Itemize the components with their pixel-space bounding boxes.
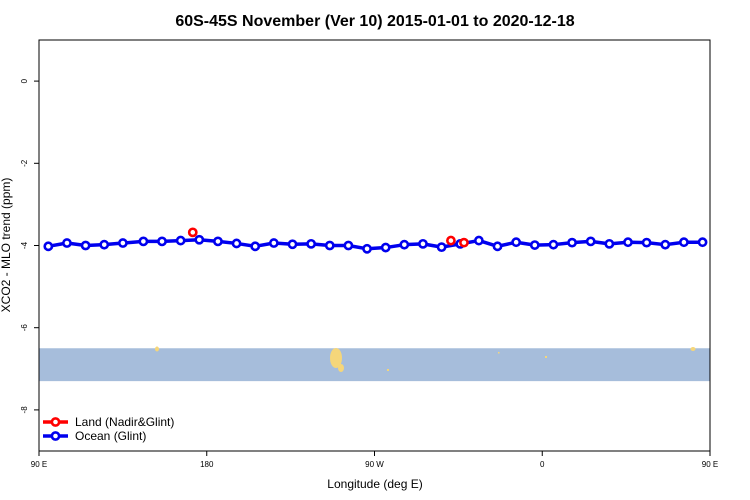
ocean-glint-point <box>511 237 522 248</box>
series-layer <box>43 227 708 254</box>
ocean-glint-point <box>157 236 167 247</box>
y-axis: 0 -2 -4 -6 -8 <box>20 78 39 413</box>
ocean-glint-point <box>660 239 671 250</box>
ocean-glint-point <box>697 237 708 248</box>
x-tick-label: 90 W <box>365 460 384 469</box>
ocean-glint-point <box>138 236 149 247</box>
ocean-glint-point <box>548 239 559 250</box>
chart-title: 60S-45S November (Ver 10) 2015-01-01 to … <box>175 13 574 30</box>
ocean-glint-point <box>585 236 596 247</box>
x-tick-label: 0 <box>540 460 545 469</box>
land-patch <box>498 352 500 354</box>
legend-label-ocean-glint: Ocean (Glint) <box>75 429 146 443</box>
y-tick-label: 0 <box>20 78 29 83</box>
ocean-glint-point <box>117 238 128 248</box>
ocean-glint-point <box>473 235 484 246</box>
ocean-glint-point <box>567 237 577 248</box>
ocean-glint-point <box>287 239 298 250</box>
legend-label-land-nadir-glint: Land (Nadir&Glint) <box>75 415 174 429</box>
ocean-glint-point <box>194 234 205 245</box>
ocean-glint-point <box>436 242 447 253</box>
ocean-glint-point <box>380 242 391 253</box>
ocean-glint-point <box>623 237 633 248</box>
y-tick-label: -8 <box>20 406 29 414</box>
y-tick-label: -6 <box>20 324 29 332</box>
x-axis-label: Longitude (deg E) <box>327 477 422 491</box>
ocean-glint-point <box>343 240 354 251</box>
land-nadir-glint-point <box>446 235 456 246</box>
ocean-glint-point <box>306 238 317 249</box>
land-nadir-glint-point <box>187 227 198 238</box>
ocean-glint-point <box>43 241 54 252</box>
legend: Land (Nadir&Glint)Ocean (Glint) <box>43 415 174 443</box>
ocean-glint-point <box>231 238 242 249</box>
latitude-band <box>39 348 710 382</box>
ocean-glint-point <box>213 236 223 247</box>
ocean-glint-point <box>604 238 615 249</box>
land-patch <box>387 369 389 371</box>
ocean-glint-point <box>641 237 652 248</box>
ocean-glint-point <box>175 235 186 246</box>
x-axis: 90 E 180 90 W 0 90 E <box>31 451 718 469</box>
ocean-glint-point <box>62 238 72 248</box>
ocean-glint-point <box>99 239 110 250</box>
legend-marker-land-nadir-glint <box>50 417 61 427</box>
land-nadir-glint-point <box>459 237 469 248</box>
ocean-glint-point <box>399 239 410 250</box>
land-patch <box>155 346 159 352</box>
ocean-glint-point <box>679 237 689 248</box>
land-shapes <box>155 346 696 372</box>
x-tick-label: 90 E <box>31 460 47 469</box>
ocean-glint-point <box>324 240 335 251</box>
ocean-glint-point <box>80 240 91 251</box>
legend-marker-ocean-glint <box>50 431 61 441</box>
y-tick-label: -4 <box>20 241 29 249</box>
land-patch <box>330 348 342 368</box>
land-patch <box>545 356 547 358</box>
y-tick-label: -2 <box>20 159 29 167</box>
ocean-glint-point <box>492 241 503 252</box>
land-patch <box>690 347 696 351</box>
y-axis-label: XCO2 - MLO trend (ppm) <box>0 178 13 313</box>
ocean-glint-point <box>418 238 428 249</box>
ocean-glint-point <box>268 238 279 248</box>
ocean-glint-point <box>529 240 540 250</box>
ocean-glint-point <box>250 241 261 252</box>
x-tick-label: 90 E <box>702 460 718 469</box>
land-patch <box>338 364 344 372</box>
x-tick-label: 180 <box>200 460 214 469</box>
ocean-glint-point <box>362 243 372 254</box>
ocean-band <box>39 348 710 382</box>
